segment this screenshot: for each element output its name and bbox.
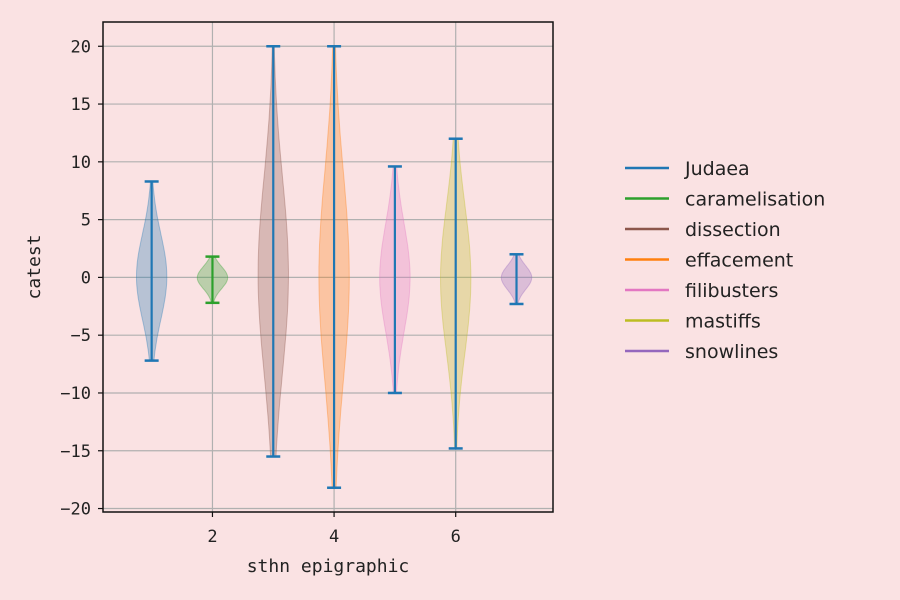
legend-label-filibusters: filibusters	[685, 280, 778, 302]
y-tick-label: 5	[81, 211, 91, 231]
legend-label-caramelisation: caramelisation	[685, 189, 825, 211]
x-axis-label: sthn epigraphic	[247, 556, 410, 577]
y-tick-label: 10	[71, 153, 91, 173]
plot-frame	[102, 21, 554, 513]
legend-label-effacement: effacement	[685, 250, 793, 272]
legend: Judaea caramelisation dissection effacement…	[625, 158, 825, 363]
y-tick-label: −20	[60, 500, 91, 520]
y-axis-label: catest	[24, 234, 45, 299]
x-tick-label: 6	[451, 527, 461, 547]
y-tick-label: −5	[71, 326, 91, 346]
legend-label-dissection: dissection	[685, 219, 781, 241]
y-tick-label: −15	[60, 442, 91, 462]
legend-label-snowlines: snowlines	[685, 341, 778, 363]
y-tick-label: 20	[71, 37, 91, 57]
x-tick-label: 2	[207, 527, 217, 547]
grid-lines	[103, 22, 553, 512]
legend-label-mastiffs: mastiffs	[685, 311, 761, 333]
y-tick-label: 0	[81, 268, 91, 288]
legend-label-Judaea: Judaea	[684, 158, 750, 180]
y-tick-label: 15	[71, 95, 91, 115]
violin-lines	[144, 45, 524, 489]
axis-ticks: 2 4 6 20 15 10 5 0 −5 −10 −15 −20	[60, 37, 461, 547]
y-tick-label: −10	[60, 384, 91, 404]
x-tick-label: 4	[329, 527, 339, 547]
